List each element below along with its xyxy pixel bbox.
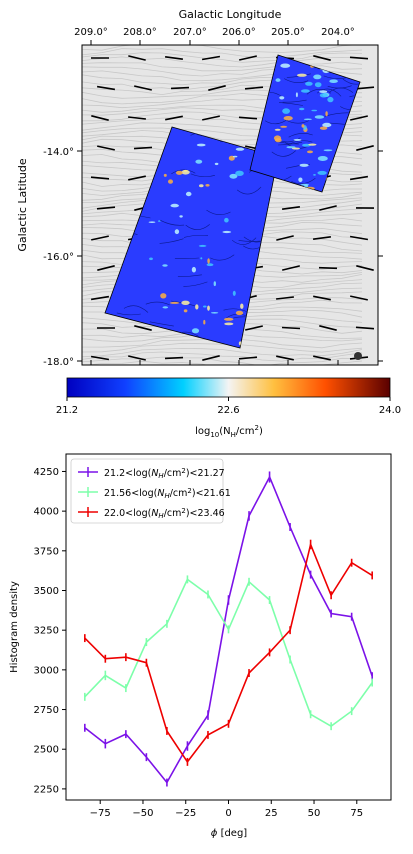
x-tick-label: 75 [350,808,363,819]
histogram-panel: 2250 2500 2750 3000 3250 3500 3750 4000 4250 −75… [9,454,391,839]
x-tick-label: 25 [265,808,278,819]
y-tick-label: 3750 [34,546,59,557]
y-tick-label: 2500 [34,745,59,756]
map-y-tick-label: -18.0° [43,357,74,368]
colorbar-tick-label: 22.6 [217,405,239,416]
y-tick-label: 3250 [34,626,59,637]
y-tick-label: 4000 [34,507,59,518]
legend: 21.2<log(NH/cm2)<21.27 21.56<log(NH/cm2)… [71,459,231,523]
map-x-tick-label: 206.0° [222,27,256,38]
map-image [82,44,380,370]
map-x-tick-label: 209.0° [74,27,108,38]
x-tick-label: 50 [308,808,321,819]
map-y-tick-label: -14.0° [43,147,74,158]
sky-map-panel: Galactic Longitude 209.0° [16,8,401,439]
y-tick-label: 2250 [34,784,59,795]
map-x-tick-label: 204.0° [321,27,355,38]
x-tick-label: −50 [132,808,153,819]
colorbar: 21.2 22.6 24.0 log10(NH/cm2) [56,378,401,439]
y-tick-label: 3500 [34,586,59,597]
y-tick-label: 2750 [34,705,59,716]
y-tick-label: 4250 [34,467,59,478]
beam-marker [354,352,362,360]
map-x-tick-label: 208.0° [123,27,157,38]
map-xlabel: Galactic Longitude [179,8,282,21]
colorbar-label: log10(NH/cm2) [195,424,263,439]
map-x-tick-label: 207.0° [173,27,207,38]
y-axis-label: Histogram density [9,581,20,673]
map-y-tick-label: -16.0° [43,252,74,263]
colorbar-tick-label: 24.0 [379,405,401,416]
y-ticks: 2250 2500 2750 3000 3250 3500 3750 4000 4250 [34,467,66,795]
map-ylabel: Galactic Latitude [16,158,29,252]
y-tick-label: 3000 [34,665,59,676]
map-x-tick-label: 205.0° [271,27,305,38]
legend-label: 21.2<log(NH/cm2)<21.27 [104,467,225,480]
x-tick-label: 0 [225,808,231,819]
x-axis-label: ϕ [deg] [211,828,248,839]
x-tick-label: −25 [175,808,196,819]
x-tick-label: −75 [90,808,111,819]
x-ticks: −75 −50 −25 0 25 50 75 [90,800,364,819]
legend-label: 22.0<log(NH/cm2)<23.46 [104,507,225,520]
colorbar-tick-label: 21.2 [56,405,78,416]
